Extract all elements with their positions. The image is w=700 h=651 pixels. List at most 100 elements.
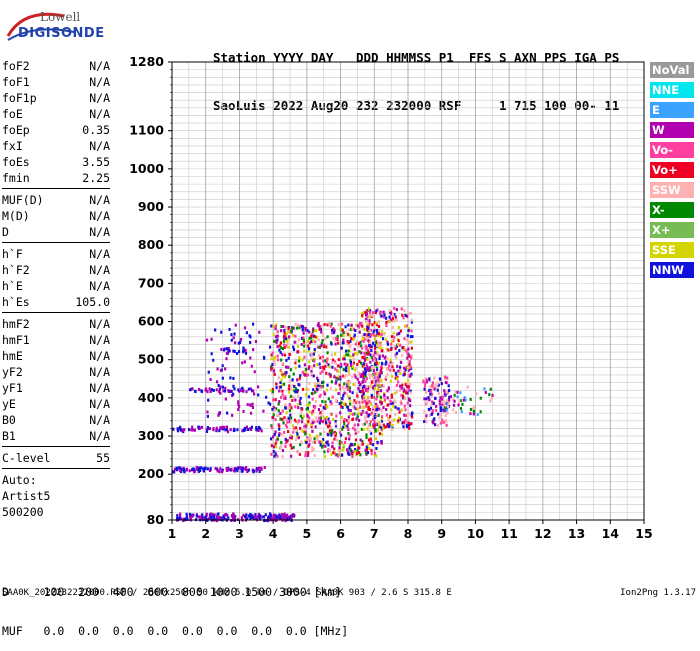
echo-point — [389, 358, 392, 362]
echo-point — [224, 428, 227, 432]
echo-point — [285, 332, 288, 336]
echo-point — [242, 513, 245, 517]
echo-point — [306, 387, 310, 391]
echo-point — [269, 437, 273, 441]
echo-point — [206, 426, 209, 430]
echo-point — [342, 331, 345, 335]
echo-point — [210, 388, 214, 392]
echo-point — [222, 348, 226, 352]
echo-point — [284, 406, 287, 410]
echo-point — [289, 420, 293, 424]
chart-grid — [172, 62, 644, 520]
echo-point — [347, 431, 350, 435]
echo-point — [227, 346, 230, 350]
echo-point — [409, 365, 412, 369]
echo-point — [219, 385, 222, 389]
echo-point — [216, 380, 219, 384]
echo-point — [294, 438, 298, 442]
echo-point — [394, 347, 397, 351]
echo-point — [407, 379, 410, 383]
echo-point — [407, 347, 410, 351]
echo-point — [327, 443, 330, 447]
echo-point — [363, 422, 366, 426]
echo-point — [423, 384, 427, 388]
echo-point — [253, 370, 256, 374]
echo-point — [297, 394, 300, 398]
echo-point — [193, 469, 196, 473]
echo-point — [247, 387, 250, 391]
echo-point — [185, 512, 188, 516]
echo-point — [269, 513, 272, 517]
echo-point — [348, 380, 351, 384]
echo-point — [224, 397, 227, 401]
echo-point — [291, 333, 295, 337]
echo-point — [308, 360, 311, 364]
echo-point — [209, 377, 212, 381]
echo-point — [290, 416, 293, 420]
echo-point — [275, 438, 278, 442]
echo-point — [304, 454, 307, 458]
echo-point — [384, 377, 387, 381]
echo-point — [205, 429, 209, 433]
echo-point — [428, 389, 431, 393]
echo-point — [356, 340, 359, 344]
echo-point — [246, 517, 249, 521]
echo-point — [220, 470, 224, 474]
echo-point — [472, 405, 476, 409]
echo-point — [334, 361, 337, 365]
echo-point — [285, 358, 288, 362]
param-row: foEs 3.55 — [2, 154, 110, 170]
echo-point — [273, 359, 276, 363]
echo-point — [405, 385, 409, 389]
echo-point — [335, 414, 338, 418]
echo-point — [232, 516, 235, 520]
echo-point — [229, 376, 232, 380]
echo-point — [362, 370, 365, 374]
echo-point — [332, 336, 335, 340]
echo-point — [286, 430, 290, 434]
echo-point — [274, 327, 277, 331]
echo-point — [390, 427, 394, 431]
echo-point — [377, 342, 380, 346]
echo-point — [203, 517, 206, 521]
echo-point — [294, 387, 298, 391]
echo-point — [239, 466, 242, 470]
echo-point — [379, 398, 383, 402]
echo-point — [410, 320, 413, 324]
echo-point — [239, 337, 243, 341]
echo-point — [343, 391, 346, 395]
echo-point — [347, 323, 350, 327]
echo-point — [346, 451, 350, 455]
echo-point — [284, 375, 287, 379]
echo-point — [330, 452, 333, 456]
echo-point — [284, 403, 287, 407]
echo-point — [406, 334, 409, 338]
echo-point — [402, 345, 405, 349]
param-row: foE N/A — [2, 106, 110, 122]
echo-point — [434, 408, 438, 412]
echo-point — [380, 415, 384, 419]
echo-point — [364, 344, 367, 348]
param-value: 0.35 — [82, 123, 110, 137]
echo-point — [315, 329, 318, 333]
echo-point — [195, 465, 198, 469]
echo-point — [281, 389, 284, 393]
echo-point — [280, 441, 283, 445]
echo-point — [279, 369, 282, 373]
echo-point — [408, 382, 412, 386]
echo-point — [341, 425, 345, 429]
echo-point — [385, 360, 388, 364]
echo-point — [350, 442, 353, 446]
echo-point — [249, 516, 252, 520]
echo-point — [367, 424, 370, 428]
echo-point — [454, 410, 458, 414]
echo-point — [310, 391, 313, 395]
echo-point — [409, 391, 412, 395]
echo-point — [233, 387, 236, 391]
echo-point — [342, 368, 345, 372]
echo-point — [284, 334, 287, 338]
echo-point — [313, 359, 316, 363]
echo-point — [334, 339, 337, 343]
echo-point — [407, 368, 411, 372]
echo-point — [378, 388, 381, 392]
